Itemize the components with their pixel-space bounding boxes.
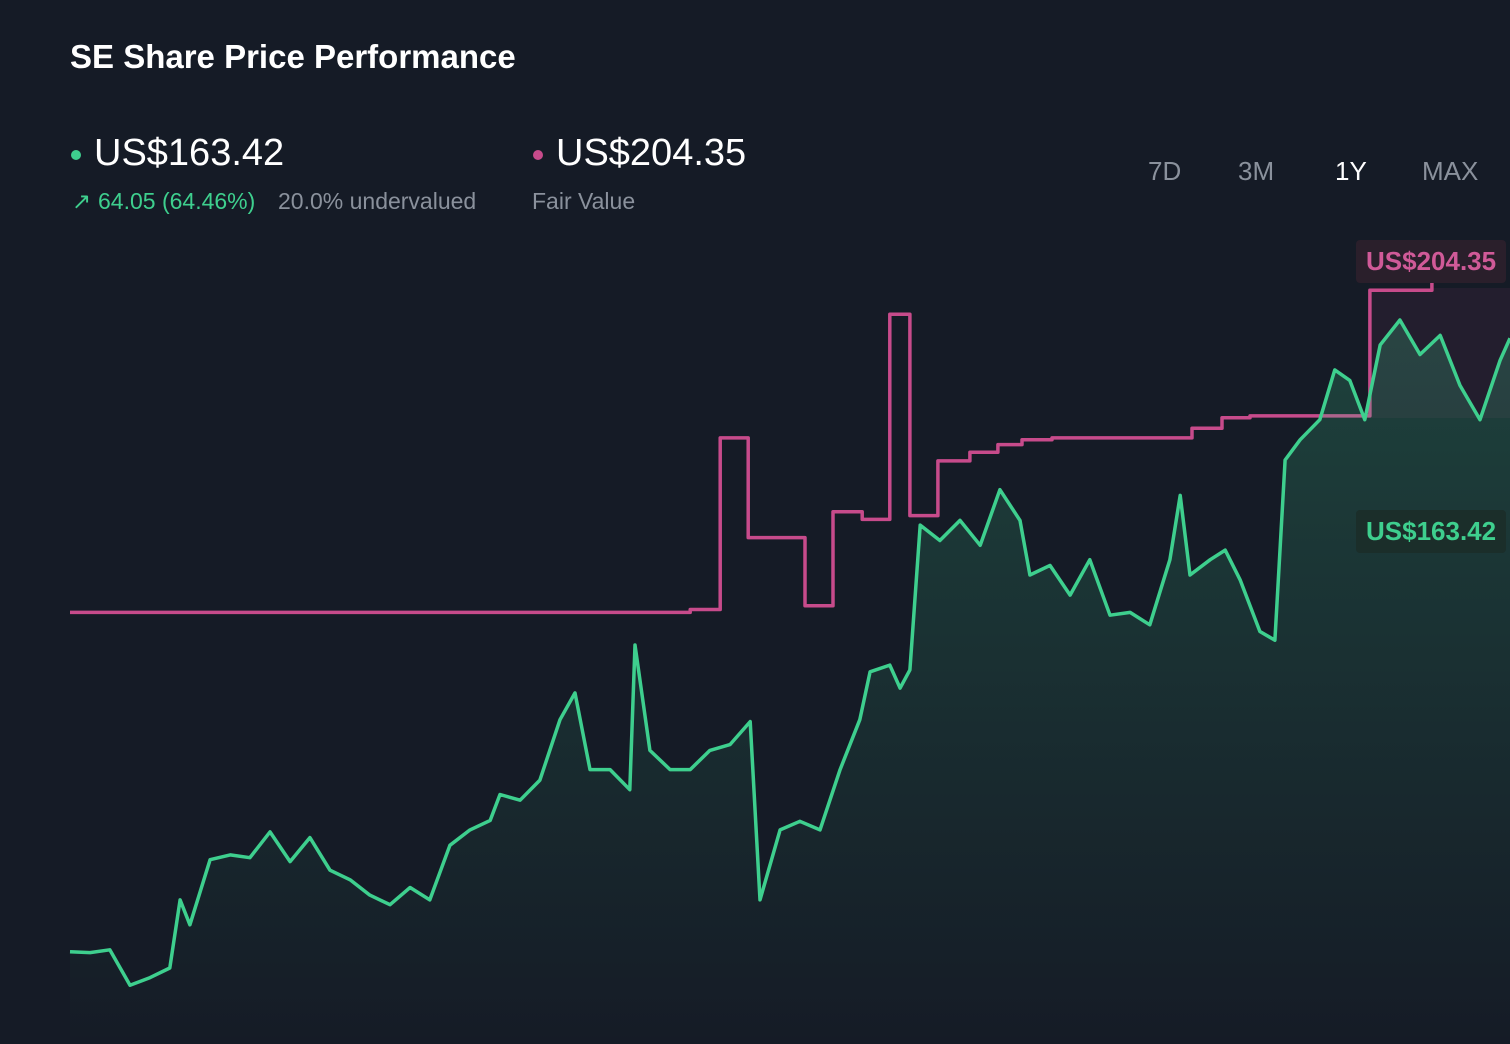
fair-end-label: US$204.35 — [1356, 240, 1507, 283]
price: US$163.42 — [94, 132, 285, 174]
range-button[interactable]: 3M — [1238, 156, 1275, 186]
price-area — [70, 320, 1510, 1044]
fair-dot — [533, 150, 543, 160]
range-button[interactable]: MAX — [1422, 156, 1479, 186]
price-dot — [71, 150, 81, 160]
fair-value-line — [70, 282, 1434, 615]
price-line — [69, 318, 1510, 987]
price-end-label: US$163.42 — [1356, 510, 1507, 553]
valuation: 20.0% undervalued — [278, 188, 477, 214]
fair-value: US$204.35 — [556, 132, 747, 174]
up-arrow: ↗ — [72, 188, 92, 214]
title: SE Share Price Performance — [70, 38, 516, 75]
range-button[interactable]: 7D — [1148, 156, 1182, 186]
change: 64.05 (64.46%) — [98, 188, 256, 214]
range-button[interactable]: 1Y — [1335, 156, 1367, 186]
fair-value-label: Fair Value — [532, 188, 636, 214]
